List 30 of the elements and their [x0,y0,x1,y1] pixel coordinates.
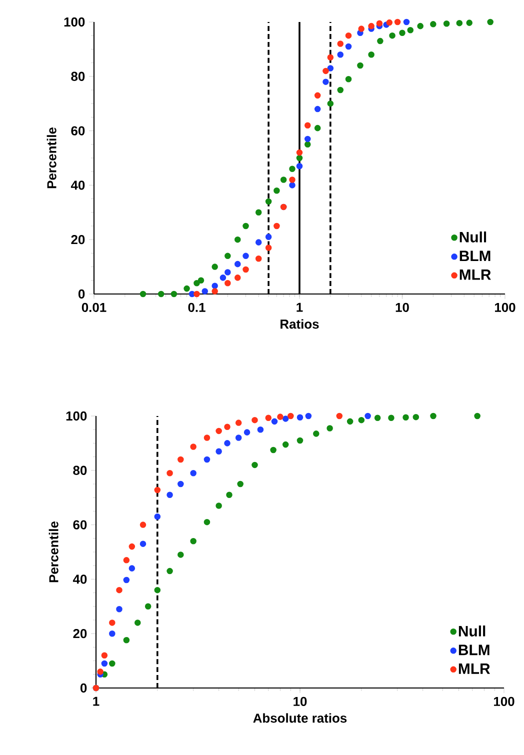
y-tick-label: 0 [80,683,87,693]
legend-label: BLM [460,250,490,262]
y-axis-title: Percentile [46,127,56,188]
x-tick-label: 100 [494,696,514,706]
y-tick-label: 40 [72,574,87,584]
legend-label: Null [460,231,486,242]
legend-label: Null [458,625,486,636]
x-tick-label: 0.1 [188,302,206,312]
y-tick-label: 0 [78,289,85,299]
legend-label: BLM [458,644,490,656]
x-tick-label: 1 [296,302,303,312]
y-tick-label: 100 [66,411,87,421]
legend-label: MLR [458,664,490,674]
y-tick-label: 20 [71,235,85,244]
y-tick-label: 60 [73,520,87,530]
y-axis-title: Percentile [48,521,58,582]
y-tick-label: 20 [73,629,87,638]
x-tick-label: 0.01 [82,302,106,312]
x-tick-label: 10 [294,696,307,706]
x-tick-label: 1 [93,696,100,706]
y-tick-label: 80 [71,72,85,81]
y-tick-label: 100 [64,17,85,27]
y-tick-label: 60 [71,126,85,136]
y-tick-label: 40 [70,180,85,190]
legend-label: MLR [460,270,491,280]
x-tick-label: 10 [396,302,409,312]
x-tick-label: 100 [495,302,516,312]
y-tick-label: 80 [73,466,87,475]
x-axis-title: Ratios [280,319,319,329]
x-axis-title: Absolute ratios [253,713,347,723]
